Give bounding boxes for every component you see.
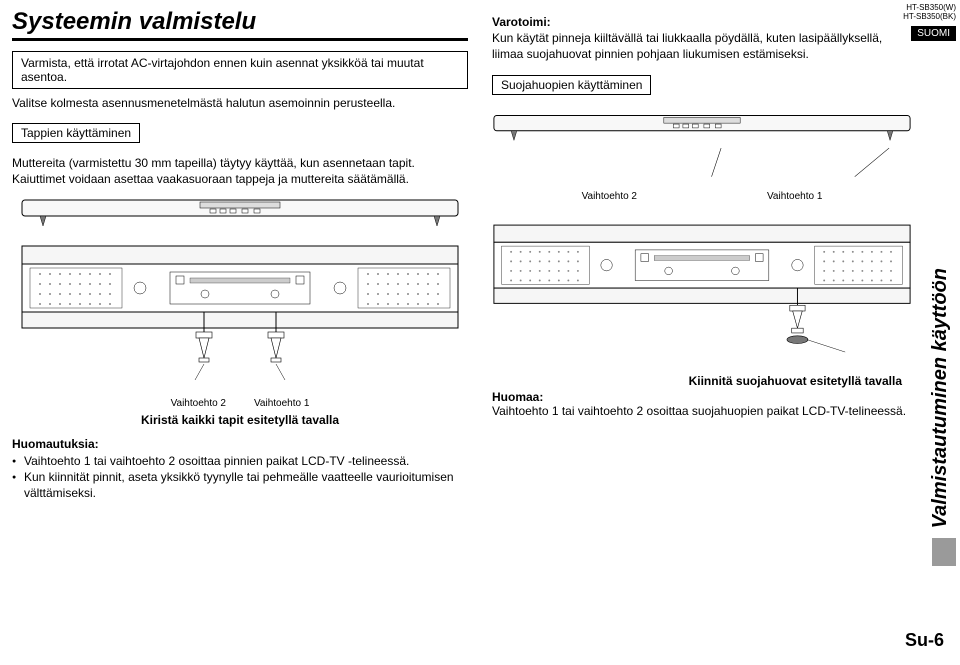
soundbar-underside-illustration-left	[12, 234, 468, 394]
top-callout-lines	[492, 147, 912, 193]
page-number: Su-6	[905, 630, 944, 651]
soundbar-underside-illustration-right	[492, 210, 912, 370]
model-code: HT-SB350(BK)	[880, 13, 956, 22]
section-pads-heading: Suojahuopien käyttäminen	[492, 75, 651, 95]
soundbar-top-illustration-right	[492, 109, 912, 143]
huomaa-text: Vaihtoehto 1 tai vaihtoehto 2 osoittaa s…	[492, 404, 906, 418]
huomaa-block: Huomaa: Vaihtoehto 1 tai vaihtoehto 2 os…	[492, 390, 912, 418]
page-title: Systeemin valmistelu	[12, 8, 468, 41]
side-gray-marker	[932, 538, 956, 566]
language-badge: SUOMI	[911, 26, 956, 41]
warning-box: Varmista, että irrotat AC-virtajohdon en…	[12, 51, 468, 89]
varotoimi-text: Kun käytät pinneja kiiltävällä tai liukk…	[492, 31, 882, 61]
tighten-caption: Kiristä kaikki tapit esitetyllä tavalla	[12, 413, 468, 427]
varotoimi-block: Varotoimi: Kun käytät pinneja kiiltäväll…	[492, 14, 912, 63]
section-tabs-heading: Tappien käyttäminen	[12, 123, 140, 143]
huomaa-title: Huomaa:	[492, 390, 543, 404]
left-opt1-label: Vaihtoehto 1	[254, 398, 309, 409]
soundbar-top-illustration	[12, 194, 468, 228]
side-tab-text: Valmistautuminen käyttöön	[929, 268, 952, 528]
note-item: Kun kiinnität pinnit, aseta yksikkö tyyn…	[12, 469, 468, 501]
choose-method-text: Valitse kolmesta asennusmenetelmästä hal…	[12, 95, 468, 111]
left-paragraph: Muttereita (varmistettu 30 mm tapeilla) …	[12, 155, 468, 187]
right-opt2-label-top: Vaihtoehto 2	[582, 191, 637, 202]
notes-title: Huomautuksia:	[12, 437, 468, 451]
varotoimi-title: Varotoimi:	[492, 15, 551, 29]
left-opt2-label: Vaihtoehto 2	[171, 398, 226, 409]
model-badges: HT-SB350(W) HT-SB350(BK) SUOMI	[880, 4, 956, 41]
right-opt1-label-top: Vaihtoehto 1	[767, 191, 822, 202]
attach-pads-caption: Kiinnitä suojahuovat esitetyllä tavalla	[492, 374, 912, 388]
note-item: Vaihtoehto 1 tai vaihtoehto 2 osoittaa p…	[12, 453, 468, 469]
